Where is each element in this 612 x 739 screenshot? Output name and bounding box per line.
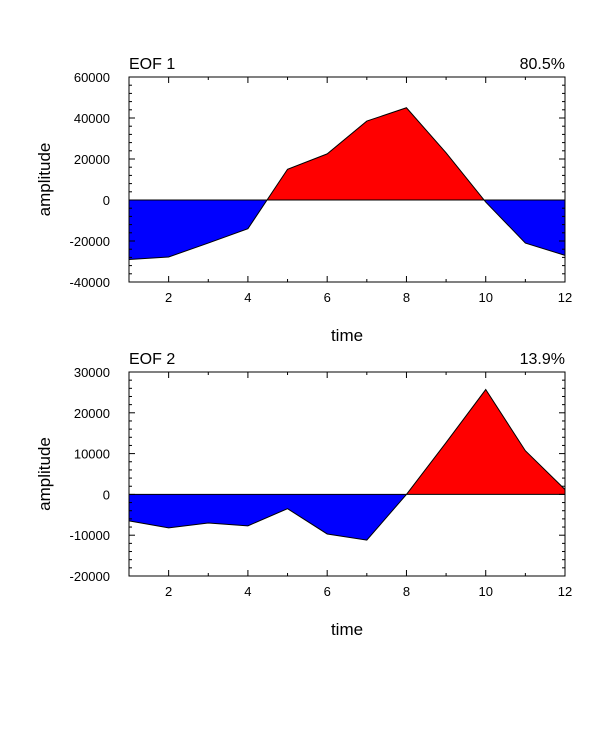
series-line bbox=[128, 388, 566, 541]
x-tick-label: 12 bbox=[558, 584, 572, 599]
x-tick-label: 8 bbox=[403, 290, 410, 305]
y-tick-label: 0 bbox=[103, 193, 110, 208]
positive-area-fill bbox=[129, 389, 565, 495]
variance-percent: 13.9% bbox=[520, 351, 565, 368]
positive-area-fill bbox=[129, 107, 565, 200]
x-tick-label: 2 bbox=[165, 290, 172, 305]
y-tick-label: 60000 bbox=[74, 70, 110, 85]
y-axis-title: amplitude bbox=[35, 437, 54, 511]
x-axis-title: time bbox=[331, 620, 363, 639]
x-tick-label: 2 bbox=[165, 584, 172, 599]
x-tick-label: 12 bbox=[558, 290, 572, 305]
variance-percent: 80.5% bbox=[520, 56, 565, 73]
y-tick-label: 40000 bbox=[74, 111, 110, 126]
x-axis-title: time bbox=[331, 326, 363, 345]
series-line bbox=[128, 107, 566, 260]
x-tick-label: 4 bbox=[244, 584, 251, 599]
x-tick-label: 10 bbox=[478, 584, 492, 599]
eof1-panel: 2 4 6 8 10 12 -40000 -20000 0 20000 40000 60000 EOF … bbox=[35, 56, 572, 345]
y-tick-label: 30000 bbox=[74, 365, 110, 380]
plot-frame bbox=[128, 371, 566, 577]
y-tick-label: 0 bbox=[103, 487, 110, 502]
plot-frame bbox=[128, 76, 566, 283]
x-tick-label: 10 bbox=[478, 290, 492, 305]
panel-title: EOF 2 bbox=[129, 351, 175, 368]
y-tick-label: -40000 bbox=[70, 275, 110, 290]
x-tick-label: 6 bbox=[324, 584, 331, 599]
y-axis-title: amplitude bbox=[35, 143, 54, 217]
eof2-panel: 2 4 6 8 10 12 -20000 -10000 0 10000 20000 30000 EOF … bbox=[35, 351, 572, 639]
negative-area-fill bbox=[129, 200, 565, 260]
y-tick-label: 10000 bbox=[74, 447, 110, 462]
negative-area-fill bbox=[129, 494, 565, 541]
x-tick-label: 4 bbox=[244, 290, 251, 305]
x-tick-label: 8 bbox=[403, 584, 410, 599]
y-tick-label: -20000 bbox=[70, 569, 110, 584]
y-tick-label: -10000 bbox=[70, 528, 110, 543]
x-tick-label: 6 bbox=[324, 290, 331, 305]
y-tick-label: 20000 bbox=[74, 152, 110, 167]
panel-title: EOF 1 bbox=[129, 56, 175, 73]
y-tick-label: 20000 bbox=[74, 406, 110, 421]
y-tick-label: -20000 bbox=[70, 234, 110, 249]
